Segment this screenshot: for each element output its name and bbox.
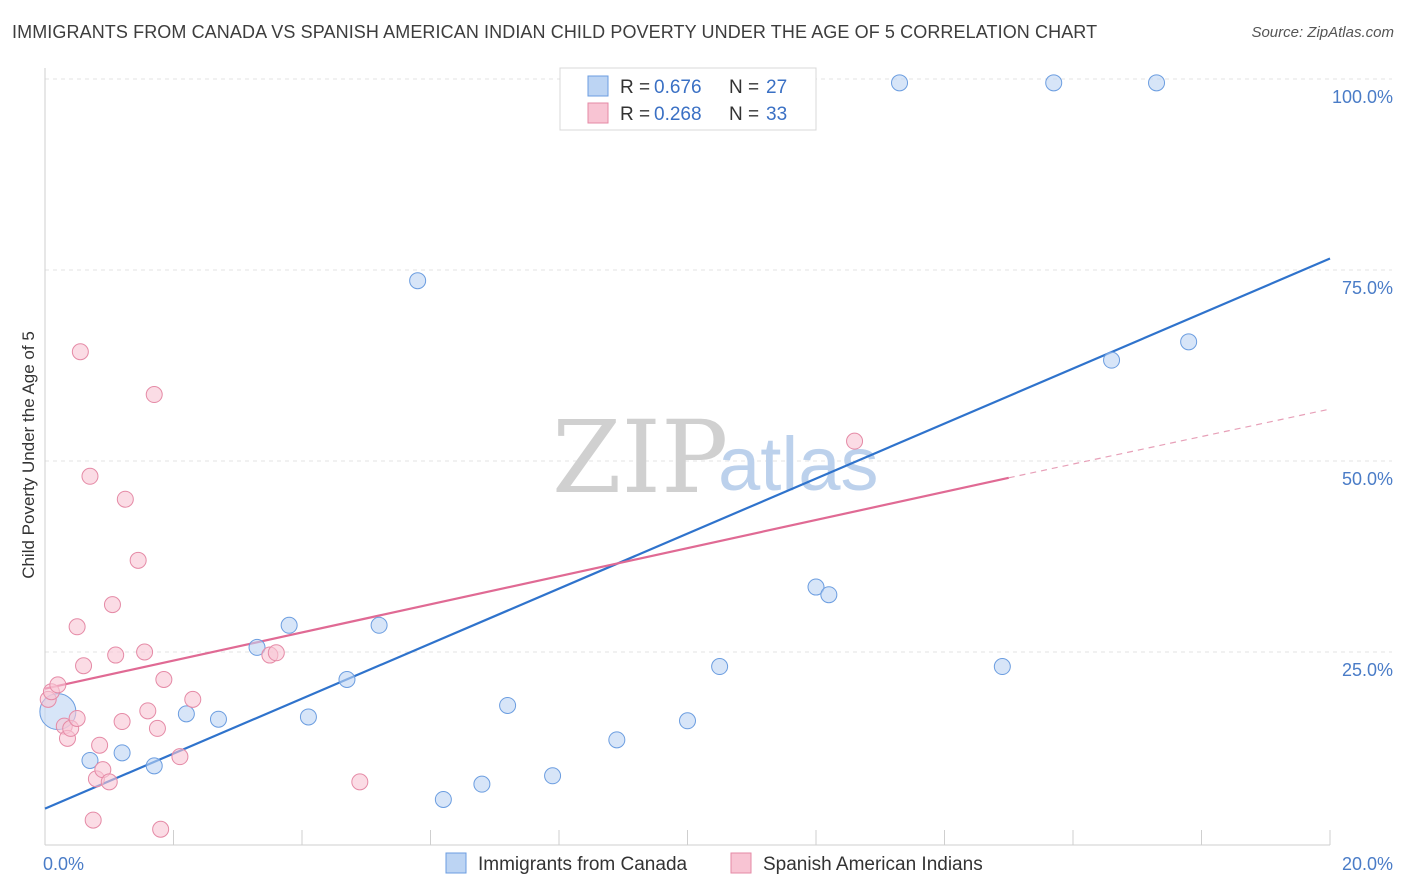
x-tick-label-min: 0.0% xyxy=(43,854,84,874)
point-spanish-26 xyxy=(155,671,173,689)
point-spanish-9 xyxy=(75,657,93,675)
point-canada-25 xyxy=(1148,74,1166,92)
legend-n-value-canada: 27 xyxy=(766,77,787,98)
tick-labels: 25.0% 50.0% 75.0% 100.0% 0.0% 20.0% xyxy=(43,87,1393,874)
y-tick-label-75: 75.0% xyxy=(1342,278,1393,298)
x-tick-label-max: 20.0% xyxy=(1342,854,1393,874)
point-spanish-32 xyxy=(846,432,864,450)
watermark: ZIP atlas xyxy=(552,399,879,516)
chart-title: IMMIGRANTS FROM CANADA VS SPANISH AMERIC… xyxy=(12,22,1098,42)
series-swatch-spanish xyxy=(730,852,752,874)
data-points xyxy=(39,74,1198,838)
point-canada-7 xyxy=(280,616,298,634)
point-spanish-31 xyxy=(351,773,369,791)
legend-swatch-spanish xyxy=(587,102,609,124)
point-spanish-24 xyxy=(148,719,166,737)
point-spanish-17 xyxy=(107,646,125,664)
point-canada-4 xyxy=(177,705,195,723)
point-spanish-22 xyxy=(139,702,157,720)
point-spanish-21 xyxy=(136,643,154,661)
legend-r-label-canada: R = xyxy=(620,77,650,98)
y-tick-label-50: 50.0% xyxy=(1342,469,1393,489)
point-canada-16 xyxy=(608,731,626,749)
point-spanish-10 xyxy=(81,467,99,485)
point-canada-2 xyxy=(113,744,131,762)
point-canada-14 xyxy=(499,696,517,714)
point-spanish-7 xyxy=(68,709,86,727)
point-canada-13 xyxy=(473,775,491,793)
point-canada-5 xyxy=(209,710,227,728)
point-canada-24 xyxy=(1103,351,1121,369)
point-canada-20 xyxy=(820,586,838,604)
trend-line-spanish xyxy=(44,476,1009,690)
point-canada-22 xyxy=(993,658,1011,676)
point-spanish-15 xyxy=(100,773,118,791)
series-swatch-canada xyxy=(445,852,467,874)
trend-line-spanish-extension xyxy=(1008,408,1331,479)
point-spanish-6 xyxy=(68,618,86,636)
gridlines xyxy=(45,78,1392,653)
point-canada-9 xyxy=(338,671,356,689)
y-tick-label-100: 100.0% xyxy=(1332,87,1393,107)
point-spanish-16 xyxy=(103,596,121,614)
legend-n-value-spanish: 33 xyxy=(766,104,787,125)
point-canada-12 xyxy=(434,790,452,808)
point-canada-3 xyxy=(145,757,163,775)
point-spanish-23 xyxy=(145,386,163,404)
point-canada-21 xyxy=(891,74,909,92)
point-spanish-11 xyxy=(84,811,102,829)
point-canada-10 xyxy=(370,616,388,634)
series-legend: Immigrants from Canada Spanish American … xyxy=(445,852,983,875)
legend-r-value-spanish: 0.268 xyxy=(654,104,702,125)
point-spanish-8 xyxy=(71,343,89,361)
trend-lines xyxy=(44,257,1331,810)
point-canada-17 xyxy=(679,712,696,730)
point-canada-19 xyxy=(807,578,825,596)
point-spanish-13 xyxy=(91,736,109,754)
point-canada-6 xyxy=(248,638,266,656)
point-canada-1 xyxy=(81,751,99,769)
point-spanish-27 xyxy=(171,748,189,766)
point-canada-11 xyxy=(409,272,427,290)
stats-legend: R = 0.676 N = 27 R = 0.268 N = 33 xyxy=(559,67,817,131)
point-canada-26 xyxy=(1180,333,1198,351)
point-spanish-25 xyxy=(152,820,170,838)
point-spanish-20 xyxy=(129,551,147,569)
legend-r-value-canada: 0.676 xyxy=(654,77,702,98)
point-spanish-28 xyxy=(184,690,202,708)
point-canada-23 xyxy=(1045,74,1063,92)
point-canada-8 xyxy=(299,708,317,726)
legend-r-label-spanish: R = xyxy=(620,104,650,125)
legend-swatch-canada xyxy=(587,75,609,97)
source-credit: Source: ZipAtlas.com xyxy=(1251,24,1394,41)
point-canada-15 xyxy=(544,767,562,785)
y-tick-label-25: 25.0% xyxy=(1342,660,1393,680)
series-label-spanish: Spanish American Indians xyxy=(763,854,983,875)
watermark-zip: ZIP xyxy=(552,399,728,516)
trend-line-canada xyxy=(44,257,1331,810)
y-axis-label: Child Poverty Under the Age of 5 xyxy=(19,331,38,579)
series-label-canada: Immigrants from Canada xyxy=(478,854,688,875)
legend-n-label-spanish: N = xyxy=(729,104,759,125)
point-spanish-19 xyxy=(116,490,134,508)
point-spanish-18 xyxy=(113,713,131,731)
legend-n-label-canada: N = xyxy=(729,77,759,98)
point-spanish-2 xyxy=(49,676,67,694)
point-spanish-30 xyxy=(267,644,285,662)
point-canada-18 xyxy=(711,658,729,676)
